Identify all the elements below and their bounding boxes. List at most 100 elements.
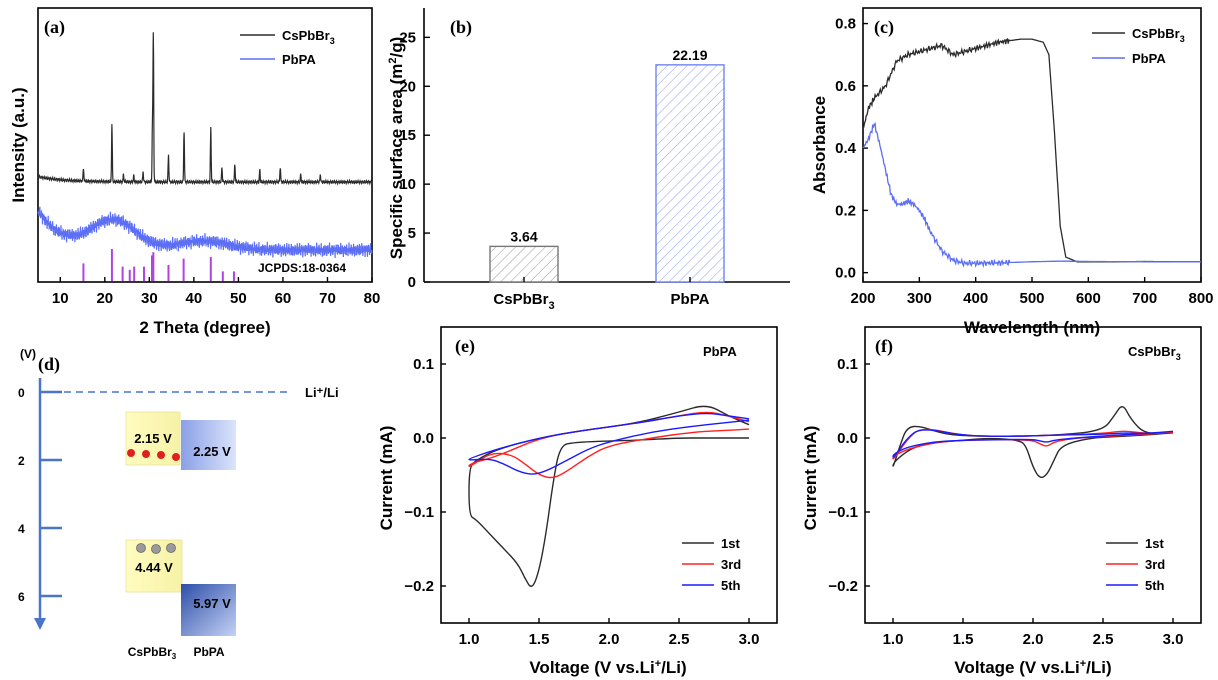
pbpa-lower-label: 5.97 V bbox=[193, 596, 231, 611]
panel-f: (f) CsPbBr3 1.0 1.5 2.0 2.5 3.0 −0.2 −0.1 0.0 0.… bbox=[801, 326, 1202, 677]
panel-c: (c) 200 300 400 500 600 700 800 0.0 0.2 0.4 0.6 0.8… bbox=[810, 7, 1214, 337]
electron-dot bbox=[142, 450, 150, 458]
legend-label: 3rd bbox=[721, 557, 741, 572]
li-reference-label: Li⁺/Li bbox=[305, 385, 339, 400]
series-line bbox=[862, 37, 1201, 263]
x-tick-label: 500 bbox=[1019, 290, 1044, 307]
x-tick-label: 400 bbox=[963, 290, 988, 307]
panel-e-traces bbox=[468, 405, 750, 587]
y-tick-label: 6 bbox=[18, 590, 25, 604]
x-tick-label: PbPA bbox=[671, 291, 710, 308]
y-tick-label: 0.1 bbox=[413, 356, 434, 373]
legend-label: 5th bbox=[1145, 578, 1165, 593]
y-tick-label: 0.1 bbox=[837, 356, 858, 373]
x-tick-label: 50 bbox=[230, 290, 247, 307]
series-line-cspbbr3 bbox=[37, 32, 373, 186]
x-tick-label: 800 bbox=[1188, 290, 1213, 307]
panel-f-letter: (f) bbox=[875, 336, 893, 357]
panel-a-legend: CsPbBr3 PbPA bbox=[240, 28, 335, 67]
bar bbox=[655, 64, 725, 283]
bar-value-label: 3.64 bbox=[510, 228, 537, 244]
panel-b-axes: 0 5 10 15 20 25 bbox=[399, 8, 790, 291]
legend-label-pbpa-c: PbPA bbox=[1132, 51, 1166, 66]
panel-c-frame bbox=[862, 7, 1202, 283]
panel-b-letter: (b) bbox=[450, 17, 472, 38]
panel-e-ylabel: Current (mA) bbox=[377, 426, 396, 531]
y-tick-label: 25 bbox=[399, 29, 416, 46]
legend-label-pbpa: PbPA bbox=[282, 52, 316, 67]
diagram-label-cspbbr3: CsPbBr3 bbox=[128, 645, 177, 661]
x-tick-label: 1.5 bbox=[529, 631, 550, 648]
diagram-label-pbpa: PbPA bbox=[193, 645, 224, 659]
x-tick-label: 700 bbox=[1132, 290, 1157, 307]
panel-a-frame bbox=[37, 7, 373, 283]
series-line bbox=[892, 406, 1174, 479]
panel-f-xlabel: Voltage (V vs.Li+/Li) bbox=[954, 658, 1111, 677]
x-tick-label: 1.0 bbox=[459, 631, 480, 648]
panel-e-letter: (e) bbox=[455, 336, 475, 357]
panel-c-letter: (c) bbox=[874, 17, 894, 38]
panel-a-ylabel: Intensity (a.u.) bbox=[9, 87, 28, 202]
panel-a-xlabel: 2 Theta (degree) bbox=[139, 318, 270, 337]
panel-a: (a) 10 20 30 40 50 60 70 80 2 Theta (degree) In… bbox=[9, 7, 381, 337]
panel-a-traces bbox=[37, 32, 373, 281]
x-tick-label: 80 bbox=[364, 290, 381, 307]
x-tick-label: 40 bbox=[186, 290, 203, 307]
hole-dot bbox=[151, 544, 161, 554]
panel-b-ylabel: Specific surface area (m2/g) bbox=[387, 37, 406, 260]
pbpa-upper-box bbox=[181, 420, 236, 470]
x-tick-label: 1.5 bbox=[953, 631, 974, 648]
x-tick-label: 200 bbox=[850, 290, 875, 307]
y-tick-label: 0.0 bbox=[413, 430, 434, 447]
electron-dot bbox=[157, 451, 165, 459]
x-tick-label: CsPbBr3 bbox=[493, 291, 554, 312]
panel-b: 0 5 10 15 20 25 (b) 3.64 22.19 CsPbBr3 PbPA Spec… bbox=[387, 8, 790, 312]
x-tick-label: 3.0 bbox=[739, 631, 760, 648]
x-tick-label: 70 bbox=[319, 290, 336, 307]
hole-dot bbox=[166, 543, 176, 553]
panel-e: (e) PbPA 1.0 1.5 2.0 2.5 3.0 −0.2 −0.1 0.0 0.1 1… bbox=[377, 326, 778, 677]
panel-c-ylabel: Absorbance bbox=[810, 96, 829, 194]
panel-c-legend: CsPbBr3 PbPA bbox=[1092, 26, 1185, 66]
panel-f-ticks: 1.0 1.5 2.0 2.5 3.0 −0.2 −0.1 0.0 0.1 bbox=[828, 356, 1183, 648]
x-tick-label: 60 bbox=[275, 290, 292, 307]
y-tick-label: −0.1 bbox=[828, 504, 858, 521]
legend-label: 1st bbox=[1145, 536, 1164, 551]
hole-dot bbox=[136, 543, 146, 553]
panel-e-xlabel: Voltage (V vs.Li+/Li) bbox=[529, 658, 686, 677]
panel-a-reference-label: JCPDS:18-0364 bbox=[258, 261, 346, 275]
y-tick-label: −0.1 bbox=[404, 504, 434, 521]
x-tick-label: 10 bbox=[52, 290, 69, 307]
cspbbr3-upper-label: 2.15 V bbox=[134, 431, 172, 446]
panel-d-letter: (d) bbox=[38, 354, 60, 375]
y-tick-label: 15 bbox=[399, 127, 416, 144]
y-tick-label: 0.4 bbox=[835, 140, 857, 157]
y-tick-label: 0.8 bbox=[835, 16, 856, 33]
series-line bbox=[862, 122, 1201, 269]
cspbbr3-upper-box bbox=[125, 411, 181, 466]
panel-d-axis-arrow bbox=[34, 618, 46, 630]
bar bbox=[489, 245, 559, 283]
panel-a-letter: (a) bbox=[44, 17, 65, 38]
panel-c-traces bbox=[862, 37, 1201, 269]
panel-f-traces bbox=[892, 406, 1174, 479]
panel-e-legend: 1st 3rd 5th bbox=[682, 536, 741, 593]
y-tick-label: 5 bbox=[408, 225, 416, 242]
legend-label: 1st bbox=[721, 536, 740, 551]
panel-e-ticks: 1.0 1.5 2.0 2.5 3.0 −0.2 −0.1 0.0 0.1 bbox=[404, 356, 759, 648]
bar-value-label: 22.19 bbox=[672, 47, 707, 63]
panel-f-ylabel: Current (mA) bbox=[801, 426, 820, 531]
panel-c-ticks: 200 300 400 500 600 700 800 0.0 0.2 0.4 0.6 0.8 bbox=[835, 16, 1213, 307]
x-tick-label: 2.0 bbox=[1023, 631, 1044, 648]
y-tick-label: 0 bbox=[18, 386, 25, 400]
y-tick-label: 0.0 bbox=[835, 265, 856, 282]
y-tick-label: 2 bbox=[18, 454, 25, 468]
panel-d-unit: (V) bbox=[20, 347, 36, 361]
series-line bbox=[468, 405, 750, 587]
x-tick-label: 2.5 bbox=[1093, 631, 1114, 648]
x-tick-label: 20 bbox=[96, 290, 113, 307]
panel-f-title: CsPbBr3 bbox=[1128, 344, 1181, 362]
x-tick-label: 2.0 bbox=[599, 631, 620, 648]
x-tick-label: 30 bbox=[141, 290, 158, 307]
legend-label-cspbbr3-c: CsPbBr3 bbox=[1132, 26, 1185, 44]
